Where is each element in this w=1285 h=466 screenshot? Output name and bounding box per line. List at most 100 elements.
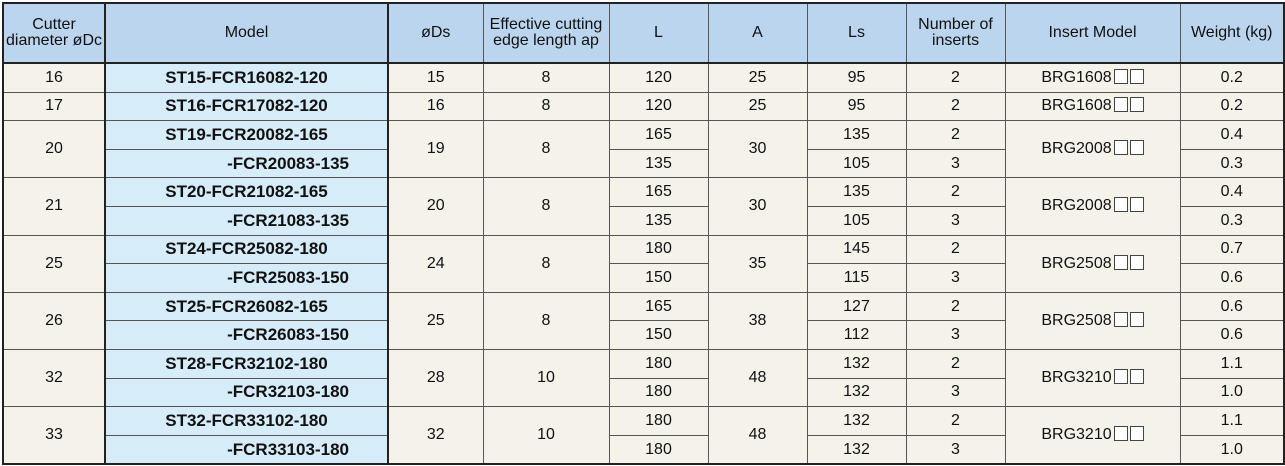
weight-cell: 0.6 [1179,320,1285,350]
length-l-cell-text: 135 [645,154,672,172]
number-of-inserts-cell: 2 [905,91,1006,122]
number-of-inserts-cell-text: 2 [951,297,960,315]
number-of-inserts-cell-text: 2 [951,354,960,372]
placeholder-box-icon [1113,97,1128,113]
length-ls-cell-text: 105 [843,211,870,229]
length-l-cell: 150 [608,263,709,293]
weight-cell-text: 0.3 [1220,211,1243,229]
weight-cell: 0.7 [1179,234,1285,265]
insert-model-cell-text: BRG2008 [1041,197,1112,215]
placeholder-box-icon [1129,68,1144,84]
number-of-inserts-cell-text: 2 [951,68,960,86]
length-a-cell: 38 [707,291,808,350]
placeholder-box-icon [1129,369,1144,385]
weight-cell: 0.6 [1179,263,1285,293]
number-of-inserts-cell: 3 [905,434,1006,465]
model-cell: -FCR25083-150 [104,263,389,293]
cutter-diameter-cell: 17 [2,91,106,122]
cutting-edge-length-cell: 8 [482,234,610,293]
length-ls-cell-text: 135 [843,183,870,201]
length-a-cell-text: 48 [748,426,767,444]
insert-model-cell: BRG3210 [1004,406,1181,465]
length-l-cell: 180 [608,234,709,265]
insert-model-cell: BRG2008 [1004,120,1181,179]
length-ls-cell-text: 95 [847,97,866,115]
model-cell-text: ST19-FCR20082-165 [165,124,328,144]
header-row: Cutter diameter øDc Model øDs Effective cut… [2,2,1285,64]
header-length-a: A [707,2,808,64]
cutter-diameter-cell: 16 [2,62,106,93]
model-cell: ST32-FCR33102-180 [104,406,389,436]
cutter-diameter-cell: 20 [2,120,106,179]
placeholder-box-icon [1129,426,1144,442]
weight-cell: 0.3 [1179,205,1285,236]
shank-diameter-cell: 15 [387,62,484,93]
weight-cell: 1.0 [1179,377,1285,408]
length-a-cell-text: 30 [748,140,767,158]
shank-diameter-cell-text: 15 [426,68,445,86]
length-ls-cell: 127 [806,291,907,322]
table-row: -FCR33103-180 180 132 3 1.0 [3,434,1285,465]
table-row: 21 ST20-FCR21082-165 20 8 165 30 135 2 BRG2008 0.… [2,177,1285,236]
shank-diameter-cell-text: 20 [426,197,445,215]
insert-model-cell: BRG1608 [1004,91,1181,122]
length-l-cell: 180 [608,406,709,436]
length-ls-cell-text: 132 [843,354,870,372]
length-l-cell-text: 120 [645,97,672,115]
weight-cell: 0.3 [1179,148,1285,179]
header-length-ls: Ls [806,2,907,64]
cutter-diameter-cell-text: 20 [45,140,63,158]
weight-cell-text: 0.6 [1220,297,1243,315]
number-of-inserts-cell: 3 [905,263,1006,293]
weight-cell: 0.2 [1179,62,1285,93]
length-ls-cell: 135 [806,120,907,150]
length-a-cell-text: 48 [748,369,767,387]
length-a-cell-text: 38 [748,311,767,329]
number-of-inserts-cell-text: 3 [951,326,960,344]
weight-cell-text: 1.1 [1220,411,1243,429]
weight-cell-text: 0.3 [1220,154,1243,172]
number-of-inserts-cell-text: 2 [951,125,960,143]
table-row: 20 ST19-FCR20082-165 19 8 165 30 135 2 BRG2008 0.… [2,120,1285,179]
length-a-cell-text: 30 [748,197,767,215]
model-cell: -FCR33103-180 [104,434,389,465]
model-cell-text: ST32-FCR33102-180 [165,410,328,430]
model-cell: -FCR21083-135 [104,205,389,236]
table-row: 33 ST32-FCR33102-180 32 10 180 48 132 2 BRG3210 1… [2,406,1285,465]
placeholder-box-icon [1129,254,1144,270]
weight-cell: 0.4 [1179,177,1285,207]
model-cell: ST20-FCR21082-165 [104,177,389,207]
cutting-edge-length-cell: 8 [482,120,610,179]
length-ls-cell-text: 132 [843,411,870,429]
length-l-cell-text: 150 [645,326,672,344]
shank-diameter-cell: 25 [387,291,484,350]
shank-diameter-cell-text: 32 [426,426,445,444]
insert-model-cell-text: BRG1608 [1041,97,1112,115]
number-of-inserts-cell-text: 2 [951,411,960,429]
length-l-cell: 180 [608,434,709,465]
number-of-inserts-cell: 2 [905,62,1006,93]
model-cell-text: -FCR32103-180 [227,382,349,402]
insert-model-cell: BRG2508 [1004,291,1181,350]
number-of-inserts-cell-text: 3 [951,268,960,286]
length-l-cell: 180 [608,377,709,408]
number-of-inserts-cell: 3 [905,320,1006,350]
cutter-diameter-cell-text: 26 [45,311,63,329]
placeholder-box-icon [1129,311,1144,327]
number-of-inserts-cell: 2 [905,177,1006,207]
length-l-cell-text: 180 [645,383,672,401]
placeholder-box-icon [1113,68,1128,84]
length-a-cell-text: 25 [748,68,767,86]
cutting-edge-length-cell-text: 10 [537,426,555,444]
weight-cell-text: 1.0 [1220,440,1243,458]
cutter-diameter-cell-text: 33 [45,426,63,444]
length-a-cell: 48 [707,348,808,408]
number-of-inserts-cell-text: 2 [951,183,960,201]
length-ls-cell: 112 [806,320,907,350]
length-ls-cell-text: 145 [843,240,870,258]
model-cell-text: ST20-FCR21082-165 [165,182,328,202]
table-row: 16 ST15-FCR16082-120 15 8 120 25 95 2 BRG1608 0.2 [2,62,1285,93]
weight-cell-text: 0.4 [1220,125,1243,143]
header-cutter-diameter: Cutter diameter øDc [2,2,106,64]
placeholder-box-icon [1113,140,1128,156]
